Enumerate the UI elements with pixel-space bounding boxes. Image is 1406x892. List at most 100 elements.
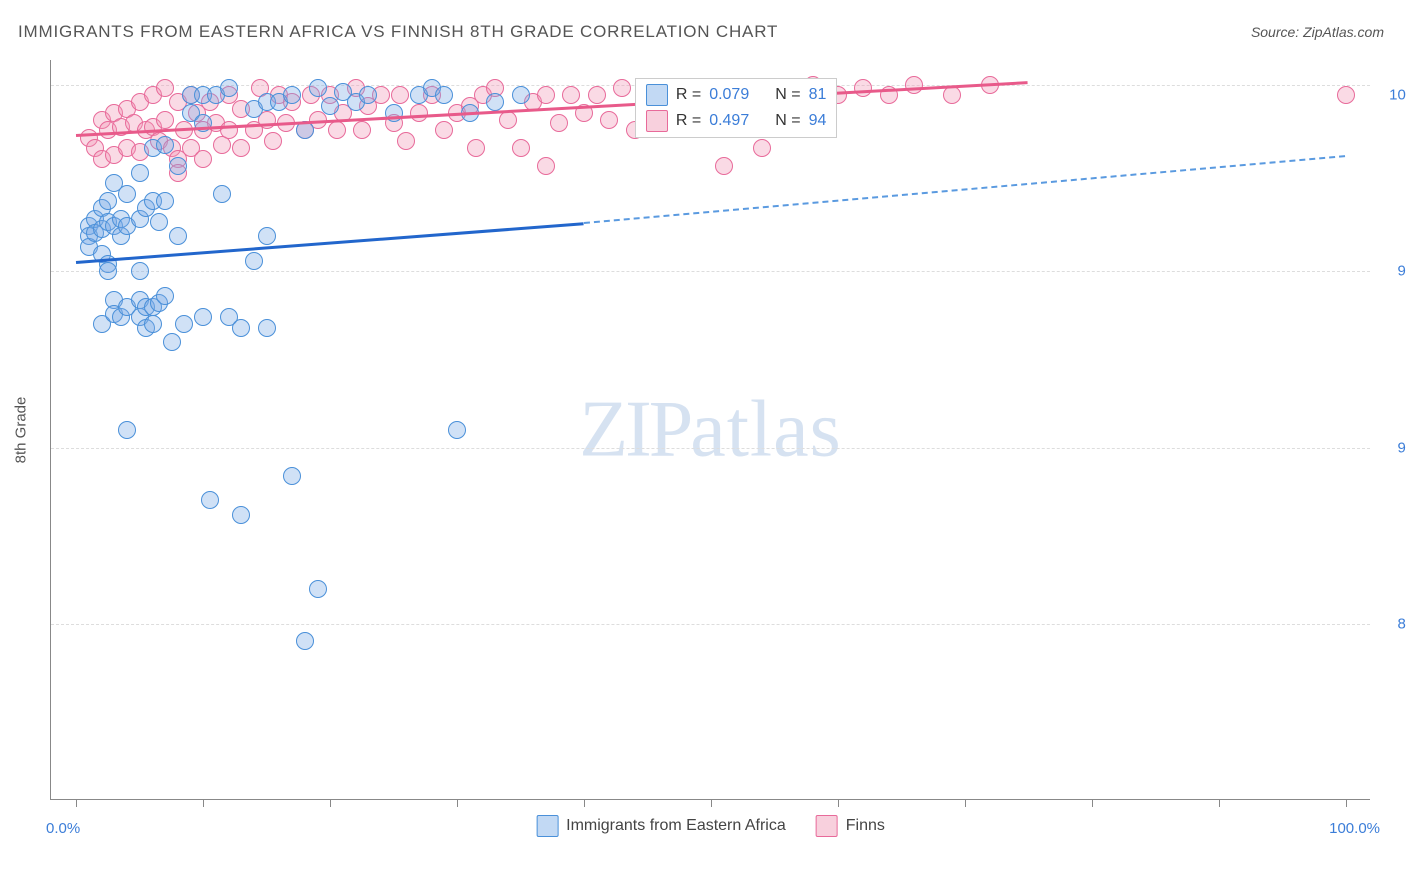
data-point (715, 157, 733, 175)
data-point (1337, 86, 1355, 104)
r-label: R = (676, 86, 701, 104)
data-point (232, 506, 250, 524)
data-point (258, 319, 276, 337)
data-point (309, 580, 327, 598)
data-point (175, 315, 193, 333)
data-point (309, 79, 327, 97)
y-axis-label: 8th Grade (13, 396, 30, 463)
data-point (486, 93, 504, 111)
legend-swatch (536, 815, 558, 837)
data-point (156, 287, 174, 305)
data-point (131, 164, 149, 182)
watermark-zip: ZIP (579, 385, 690, 473)
source-attribution: Source: ZipAtlas.com (1251, 24, 1384, 40)
data-point (753, 139, 771, 157)
r-value: 0.079 (709, 86, 749, 104)
data-point (118, 421, 136, 439)
x-tick (1219, 799, 1220, 807)
r-label: R = (676, 112, 701, 130)
data-point (194, 150, 212, 168)
bottom-legend: Immigrants from Eastern Africa Finns (536, 815, 885, 837)
x-tick (711, 799, 712, 807)
r-value: 0.497 (709, 112, 749, 130)
x-tick (76, 799, 77, 807)
data-point (359, 86, 377, 104)
data-point (905, 76, 923, 94)
data-point (613, 79, 631, 97)
data-point (391, 86, 409, 104)
watermark-atlas: atlas (690, 385, 842, 473)
data-point (854, 79, 872, 97)
legend-item: Finns (816, 815, 885, 837)
legend-row: R = 0.079 N = 81 (646, 84, 827, 106)
n-value: 81 (809, 86, 827, 104)
y-tick-label: 100.0% (1380, 87, 1406, 104)
data-point (397, 132, 415, 150)
data-point (258, 227, 276, 245)
data-point (283, 86, 301, 104)
data-point (328, 121, 346, 139)
data-point (467, 139, 485, 157)
data-point (537, 86, 555, 104)
data-point (156, 192, 174, 210)
legend-swatch (646, 110, 668, 132)
x-axis-zero-label: 0.0% (46, 820, 80, 837)
grid-line (51, 624, 1370, 625)
data-point (220, 79, 238, 97)
data-point (99, 192, 117, 210)
data-point (435, 121, 453, 139)
data-point (537, 157, 555, 175)
legend-swatch (646, 84, 668, 106)
data-point (321, 97, 339, 115)
n-label: N = (775, 86, 800, 104)
data-point (296, 632, 314, 650)
data-point (156, 136, 174, 154)
data-point (201, 491, 219, 509)
x-tick (457, 799, 458, 807)
plot-area: 8th Grade ZIPatlas 0.0% 100.0% Immigrant… (50, 60, 1370, 800)
grid-line (51, 448, 1370, 449)
x-tick (584, 799, 585, 807)
data-point (169, 157, 187, 175)
x-axis-max-label: 100.0% (1329, 820, 1380, 837)
x-tick (838, 799, 839, 807)
legend-label: Immigrants from Eastern Africa (566, 817, 786, 835)
n-label: N = (775, 112, 800, 130)
y-tick-label: 85.0% (1380, 615, 1406, 632)
chart-title: IMMIGRANTS FROM EASTERN AFRICA VS FINNIS… (18, 22, 778, 42)
data-point (296, 121, 314, 139)
data-point (232, 139, 250, 157)
data-point (550, 114, 568, 132)
x-tick (1092, 799, 1093, 807)
correlation-legend: R =0.079N =81R =0.497N =94 (635, 78, 838, 138)
x-tick (1346, 799, 1347, 807)
data-point (562, 86, 580, 104)
data-point (435, 86, 453, 104)
data-point (194, 308, 212, 326)
x-tick (965, 799, 966, 807)
data-point (131, 262, 149, 280)
data-point (283, 467, 301, 485)
legend-label: Finns (846, 817, 885, 835)
legend-swatch (816, 815, 838, 837)
data-point (118, 185, 136, 203)
data-point (448, 421, 466, 439)
data-point (213, 185, 231, 203)
data-point (512, 139, 530, 157)
data-point (512, 86, 530, 104)
x-tick (330, 799, 331, 807)
legend-item: Immigrants from Eastern Africa (536, 815, 786, 837)
regression-line (584, 155, 1346, 224)
y-tick-label: 90.0% (1380, 439, 1406, 456)
x-tick (203, 799, 204, 807)
data-point (588, 86, 606, 104)
data-point (99, 262, 117, 280)
data-point (232, 319, 250, 337)
data-point (353, 121, 371, 139)
data-point (264, 132, 282, 150)
data-point (150, 213, 168, 231)
data-point (943, 86, 961, 104)
data-point (245, 252, 263, 270)
data-point (410, 104, 428, 122)
data-point (600, 111, 618, 129)
